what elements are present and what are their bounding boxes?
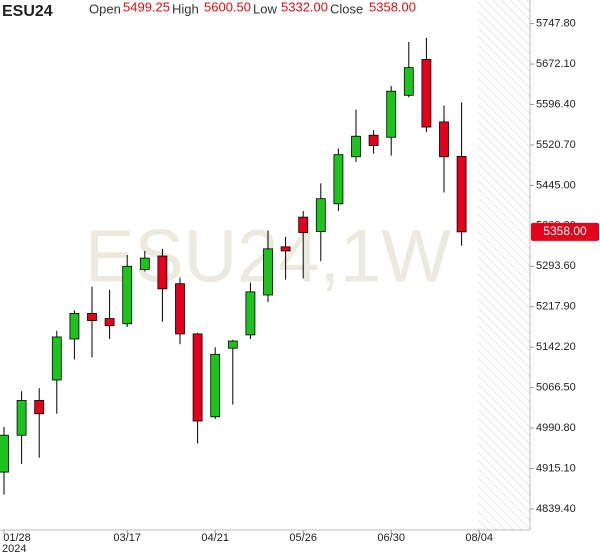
candle-body xyxy=(263,248,273,296)
last-price-tag xyxy=(531,222,599,241)
candle-body xyxy=(104,318,115,327)
y-tick-label: 5217.90 xyxy=(536,301,576,313)
candle-body xyxy=(298,216,309,233)
legend-value: 5600.50 xyxy=(204,0,251,14)
candle-body xyxy=(245,291,256,336)
candle-body xyxy=(386,90,397,138)
candle-body xyxy=(227,340,238,349)
candle-body xyxy=(192,333,203,422)
y-tick-label: 4990.80 xyxy=(536,422,576,434)
y-tick-label: 5596.40 xyxy=(536,98,576,110)
candle-body xyxy=(351,135,361,158)
legend-value: 5332.00 xyxy=(281,0,328,14)
chart-title: ESU24 xyxy=(2,3,53,20)
candle-body xyxy=(333,154,344,205)
x-tick-label: 03/17 xyxy=(113,532,141,544)
candle-body xyxy=(69,313,80,340)
candle-body xyxy=(175,283,185,335)
y-tick-label: 4839.40 xyxy=(536,503,576,515)
x-tick-label: 04/21 xyxy=(201,532,229,544)
candle-body xyxy=(280,246,291,252)
legend-value: 5358.00 xyxy=(369,0,416,14)
candle-body xyxy=(439,121,449,158)
candles xyxy=(0,37,467,495)
y-tick-label: 5747.80 xyxy=(536,18,576,30)
y-tick-label: 5672.10 xyxy=(536,58,576,70)
candle-body xyxy=(456,156,467,233)
candle-body xyxy=(0,434,9,473)
y-tick-label: 5142.20 xyxy=(536,341,576,353)
year-label: 2024 xyxy=(2,543,26,555)
legend-label: Low xyxy=(253,1,277,16)
legend-value: 5499.25 xyxy=(123,0,170,14)
legend-label: Open xyxy=(89,1,121,16)
y-tick-label: 5445.00 xyxy=(536,179,576,191)
last-price-label: 5358.00 xyxy=(543,224,587,238)
candle-body xyxy=(157,255,168,290)
y-tick-label: 4915.10 xyxy=(536,462,576,474)
x-tick-label: 05/26 xyxy=(289,532,317,544)
candle-body xyxy=(403,67,414,96)
legend-label: Close xyxy=(330,1,363,16)
candle-body xyxy=(421,59,432,128)
y-tick-label: 5520.70 xyxy=(536,139,576,151)
candle-body xyxy=(210,353,221,418)
x-tick-label: 06/30 xyxy=(377,532,405,544)
x-tick-label: 08/04 xyxy=(465,532,493,544)
candle-body xyxy=(368,134,379,146)
candle-body xyxy=(122,265,133,325)
candle-body xyxy=(87,313,97,321)
candle-body xyxy=(34,400,45,415)
legend-label: High xyxy=(172,1,199,16)
y-tick-label: 5066.50 xyxy=(536,382,576,394)
future-area xyxy=(478,0,530,530)
y-tick-label: 5293.60 xyxy=(536,260,576,272)
x-tick-label: 01/28 xyxy=(3,532,31,544)
candle-body xyxy=(315,198,326,232)
candle-body xyxy=(16,400,27,436)
candle-body xyxy=(139,257,150,270)
candle-body xyxy=(51,336,62,381)
